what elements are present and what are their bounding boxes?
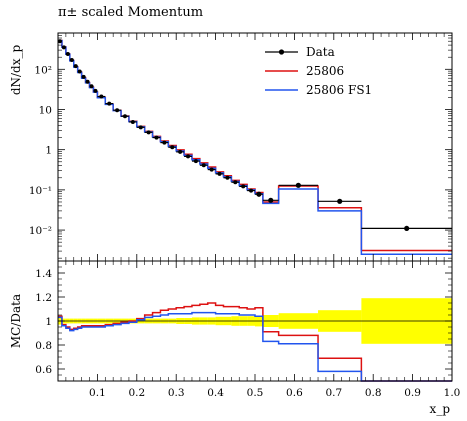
- data-point: [337, 198, 343, 204]
- data-point: [209, 167, 214, 172]
- data-point: [249, 188, 254, 193]
- x-tick-label: 0.6: [286, 387, 303, 399]
- x-tick-label: 0.4: [207, 387, 224, 399]
- y-tick-label: 10: [39, 104, 52, 116]
- data-point: [93, 88, 98, 93]
- ratio-tick-label: 0.8: [35, 340, 52, 352]
- axis-ticks: 0.1 0.2 0.3 0.4 0.5 0.6 0.7 0.8 0.9 1.0 10⁻² 10⁻¹ 1 1…: [29, 32, 461, 399]
- data-point: [115, 108, 120, 113]
- y-axis-label: dN/dx_p: [9, 45, 23, 96]
- data-point: [107, 101, 112, 106]
- ratio-line-25806-fs1: [58, 311, 452, 382]
- data-point: [65, 52, 70, 57]
- x-axis-label: x_p: [430, 402, 451, 416]
- data-point: [404, 225, 410, 232]
- ratio-uncertainty-band: [58, 298, 452, 344]
- ratio-plot-histograms: [58, 302, 452, 382]
- data-point: [178, 149, 183, 154]
- data-point: [122, 114, 127, 119]
- data-point: [217, 171, 222, 176]
- data-point: [89, 84, 94, 89]
- data-point: [233, 180, 238, 185]
- chart-title: π± scaled Momentum: [58, 5, 203, 20]
- x-tick-label: 0.1: [89, 387, 106, 399]
- main-plot-frame: [57, 32, 453, 262]
- data-point: [77, 69, 82, 74]
- data-point: [154, 135, 159, 140]
- x-tick-label: 1.0: [444, 387, 461, 399]
- ratio-tick-label: 1.2: [35, 292, 52, 304]
- ratio-tick-label: 0.6: [35, 364, 52, 376]
- data-point: [138, 125, 143, 130]
- data-point: [85, 79, 90, 84]
- histogram-line-25806: [58, 39, 452, 252]
- x-tick-label: 0.7: [325, 387, 342, 399]
- x-tick-label: 0.9: [404, 387, 421, 399]
- data-point: [61, 45, 66, 50]
- histogram-line-25806-fs1: [58, 39, 452, 256]
- x-tick-label: 0.5: [247, 387, 264, 399]
- data-point: [146, 130, 151, 135]
- data-point: [162, 140, 167, 145]
- ratio-tick-label: 1: [45, 316, 52, 328]
- data-point: [130, 119, 135, 124]
- legend-marker-data: [278, 49, 285, 55]
- data-point: [225, 175, 230, 180]
- legend-label-data: Data: [306, 45, 335, 59]
- data-point: [69, 58, 74, 63]
- legend-label-25806-fs1: 25806 FS1: [306, 83, 372, 97]
- y-tick-label: 10²: [34, 64, 52, 76]
- ratio-y-axis-label: MC/Data: [9, 294, 23, 348]
- data-point: [256, 191, 262, 197]
- main-plot-data-points: [57, 39, 452, 232]
- y-tick-label: 10⁻²: [29, 225, 52, 237]
- data-point: [201, 163, 206, 168]
- legend: Data 25806 25806 FS1: [265, 45, 372, 97]
- data-point: [186, 154, 191, 159]
- x-tick-label: 0.8: [365, 387, 382, 399]
- legend-label-25806: 25806: [306, 64, 344, 78]
- data-point: [99, 94, 104, 99]
- data-point: [295, 182, 301, 188]
- data-point: [193, 159, 198, 164]
- data-point: [81, 74, 86, 79]
- data-point: [170, 145, 175, 150]
- ratio-tick-label: 1.4: [35, 268, 52, 280]
- y-tick-label: 1: [45, 145, 52, 157]
- data-point: [73, 64, 78, 69]
- data-point: [241, 184, 246, 189]
- x-tick-label: 0.2: [128, 387, 145, 399]
- main-plot-histograms: [58, 39, 452, 256]
- ratio-line-25806: [58, 302, 452, 382]
- x-tick-label: 0.3: [168, 387, 185, 399]
- y-tick-label: 10⁻¹: [29, 185, 52, 197]
- data-point: [268, 197, 274, 203]
